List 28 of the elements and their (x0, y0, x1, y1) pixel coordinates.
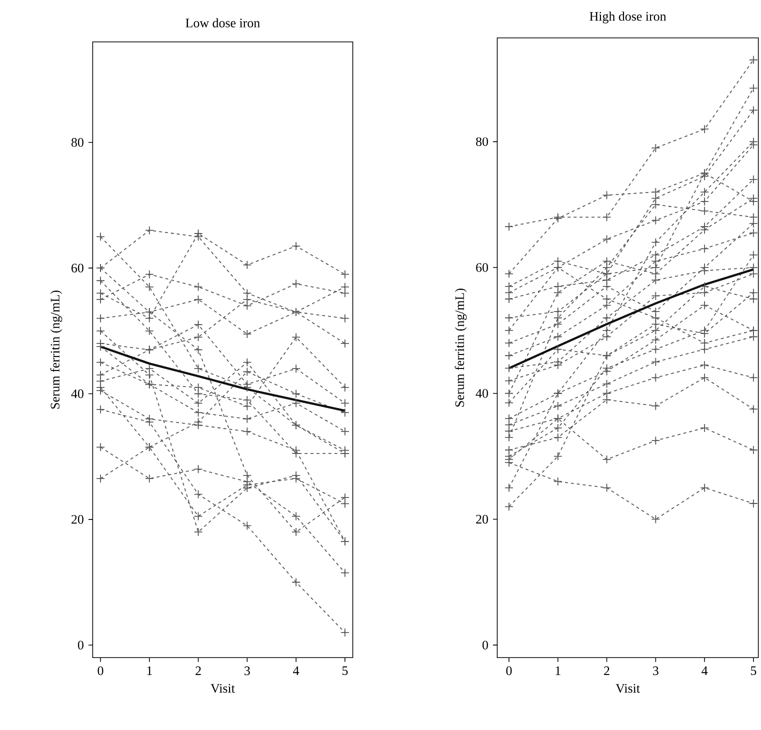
x-tick-label: 5 (342, 666, 348, 675)
x-axis-title: Visit (210, 684, 235, 693)
y-tick-label: 60 (476, 262, 488, 272)
x-tick-label: 1 (147, 666, 152, 675)
y-tick-label: 40 (476, 388, 488, 398)
x-tick-label: 2 (604, 666, 610, 675)
x-tick-label: 5 (750, 666, 756, 675)
y-axis-title: Serum ferritin (ng/mL) (50, 290, 62, 408)
y-axis-title: Serum ferritin (ng/mL) (454, 288, 467, 406)
y-tick-label: 40 (71, 389, 84, 398)
x-tick-label: 0 (506, 666, 512, 675)
chart-title: High dose iron (590, 11, 666, 24)
y-tick-label: 60 (72, 263, 84, 272)
chart-title: Low dose iron (186, 18, 260, 28)
y-tick-label: 20 (476, 514, 488, 524)
x-axis-title: Visit (616, 684, 640, 693)
y-tick-label: 80 (476, 137, 488, 146)
x-tick-label: 4 (293, 666, 300, 675)
y-tick-label: 0 (78, 640, 84, 650)
x-tick-label: 2 (196, 666, 201, 675)
y-tick-label: 0 (482, 640, 488, 650)
y-tick-label: 80 (71, 138, 84, 147)
x-tick-label: 3 (244, 666, 250, 675)
x-tick-label: 3 (653, 666, 658, 675)
x-tick-label: 0 (98, 666, 104, 675)
y-tick-label: 20 (72, 514, 84, 524)
x-tick-label: 1 (556, 666, 560, 675)
x-tick-label: 4 (702, 666, 708, 675)
